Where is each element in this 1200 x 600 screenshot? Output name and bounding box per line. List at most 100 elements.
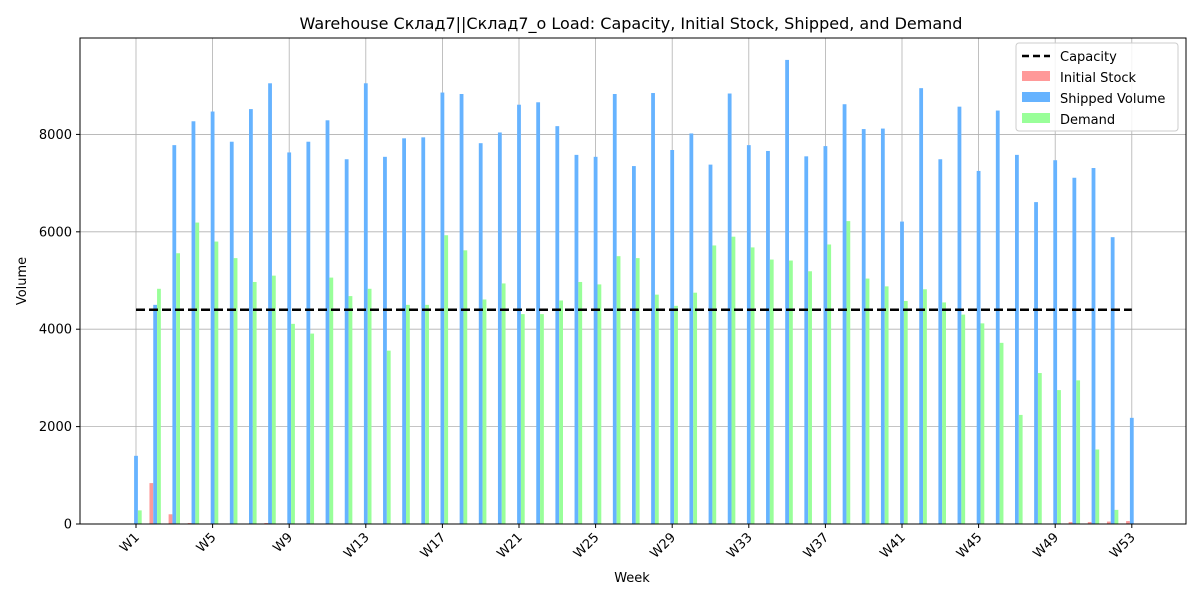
y-axis: 0 2000 4000 6000 8000 (39, 128, 80, 533)
shipped-volume-bar (229, 141, 234, 524)
shipped-volume-bar (1015, 154, 1019, 524)
shipped-volume-bar (880, 128, 885, 524)
shipped-volume-bar (919, 88, 924, 524)
legend-capacity-label: Capacity (1060, 50, 1117, 65)
demand-bar (425, 304, 429, 524)
demand-bar (942, 302, 946, 524)
initial-stock-bar (1068, 522, 1073, 524)
demand-bar (406, 304, 410, 524)
demand-bar (329, 277, 334, 524)
demand-bar (846, 221, 851, 524)
shipped-volume-bar (1129, 417, 1134, 524)
shipped-volume-bar (421, 137, 426, 524)
legend-demand-label: Demand (1060, 113, 1115, 128)
shipped-volume-bar (497, 132, 502, 524)
demand-bar (731, 236, 736, 524)
shipped-volume-bar (574, 154, 579, 524)
demand-bar (1057, 390, 1061, 524)
shipped-volume-bar (766, 150, 770, 524)
shipped-volume-bar (612, 94, 617, 524)
demand-bar (1037, 373, 1042, 524)
shipped-volume-bar (804, 156, 809, 525)
demand-bar (693, 292, 698, 524)
shipped-volume-bar (746, 145, 751, 524)
demand-bar (463, 250, 468, 524)
shipped-volume-bar (268, 83, 272, 524)
demand-bar (310, 333, 315, 524)
demand-bar (903, 300, 908, 524)
legend: Capacity Initial Stock Shipped Volume De… (1015, 42, 1179, 132)
initial-stock-bar (168, 514, 173, 524)
demand-bar (1095, 449, 1100, 524)
demand-bar (482, 299, 487, 524)
shipped-volume-bar (172, 145, 177, 524)
shipped-volume-bar (938, 159, 943, 524)
demand-bar (540, 314, 544, 524)
demand-bar (195, 222, 200, 525)
bars-group (134, 59, 1134, 525)
demand-bar (578, 281, 583, 524)
shipped-volume-bar (478, 143, 483, 524)
demand-bar (1114, 509, 1119, 524)
legend-initial-stock-label: Initial Stock (1060, 71, 1137, 86)
shipped-volume-bar (1034, 202, 1038, 524)
y-axis-label: Volume (15, 257, 30, 305)
demand-bar (348, 296, 353, 524)
y-tick-label: 8000 (39, 128, 72, 143)
demand-bar (559, 300, 563, 524)
demand-bar (750, 247, 755, 524)
demand-bar (827, 244, 832, 524)
shipped-volume-bar (900, 221, 904, 524)
shipped-volume-bar (344, 159, 349, 524)
shipped-volume-bar (842, 104, 847, 524)
shipped-volume-bar (383, 156, 387, 524)
shipped-volume-bar (153, 304, 158, 524)
demand-bar (1076, 380, 1081, 524)
shipped-volume-bar (670, 150, 675, 524)
demand-bar (769, 259, 774, 524)
plot-frame (79, 37, 1187, 525)
shipped-volume-bar (287, 152, 292, 524)
y-tick-label: 0 (64, 518, 72, 533)
shipped-volume-bar (632, 166, 636, 524)
shipped-volume-bar (517, 104, 521, 525)
shipped-volume-bar (306, 141, 311, 524)
shipped-volume-bar (689, 133, 694, 524)
legend-demand-swatch (1022, 113, 1050, 123)
shipped-volume-bar (363, 83, 368, 524)
legend-shipped-label: Shipped Volume (1060, 92, 1165, 107)
shipped-volume-bar (995, 110, 1000, 525)
shipped-volume-bar (1091, 168, 1096, 525)
demand-bar (712, 245, 717, 524)
shipped-volume-bar (1053, 160, 1058, 524)
initial-stock-bar (1106, 521, 1111, 524)
demand-bar (961, 314, 966, 524)
shipped-volume-bar (1110, 237, 1115, 524)
demand-bar (520, 314, 525, 524)
shipped-volume-bar (325, 120, 330, 525)
initial-stock-bar (1087, 522, 1092, 524)
shipped-volume-bar (861, 129, 866, 524)
y-tick-label: 2000 (39, 420, 72, 435)
demand-bar (157, 288, 161, 524)
shipped-volume-bar (536, 102, 541, 524)
shipped-volume-bar (976, 170, 981, 524)
chart-title: Warehouse Склад7||Склад7_о Load: Capacit… (300, 14, 963, 34)
shipped-volume-bar (210, 111, 215, 524)
y-tick-label: 6000 (39, 225, 72, 240)
initial-stock-bar (1126, 521, 1130, 524)
y-tick-label: 4000 (39, 323, 72, 338)
demand-bar (1018, 414, 1023, 524)
demand-bar (674, 305, 678, 524)
shipped-volume-bar (191, 121, 196, 524)
shipped-volume-bar (402, 138, 406, 524)
demand-bar (367, 288, 372, 524)
demand-bar (616, 256, 621, 524)
demand-bar (597, 284, 602, 524)
shipped-volume-bar (708, 164, 713, 524)
demand-bar (271, 275, 276, 524)
demand-bar (635, 258, 640, 524)
demand-bar (214, 241, 219, 524)
legend-initial-stock-swatch (1022, 71, 1050, 81)
